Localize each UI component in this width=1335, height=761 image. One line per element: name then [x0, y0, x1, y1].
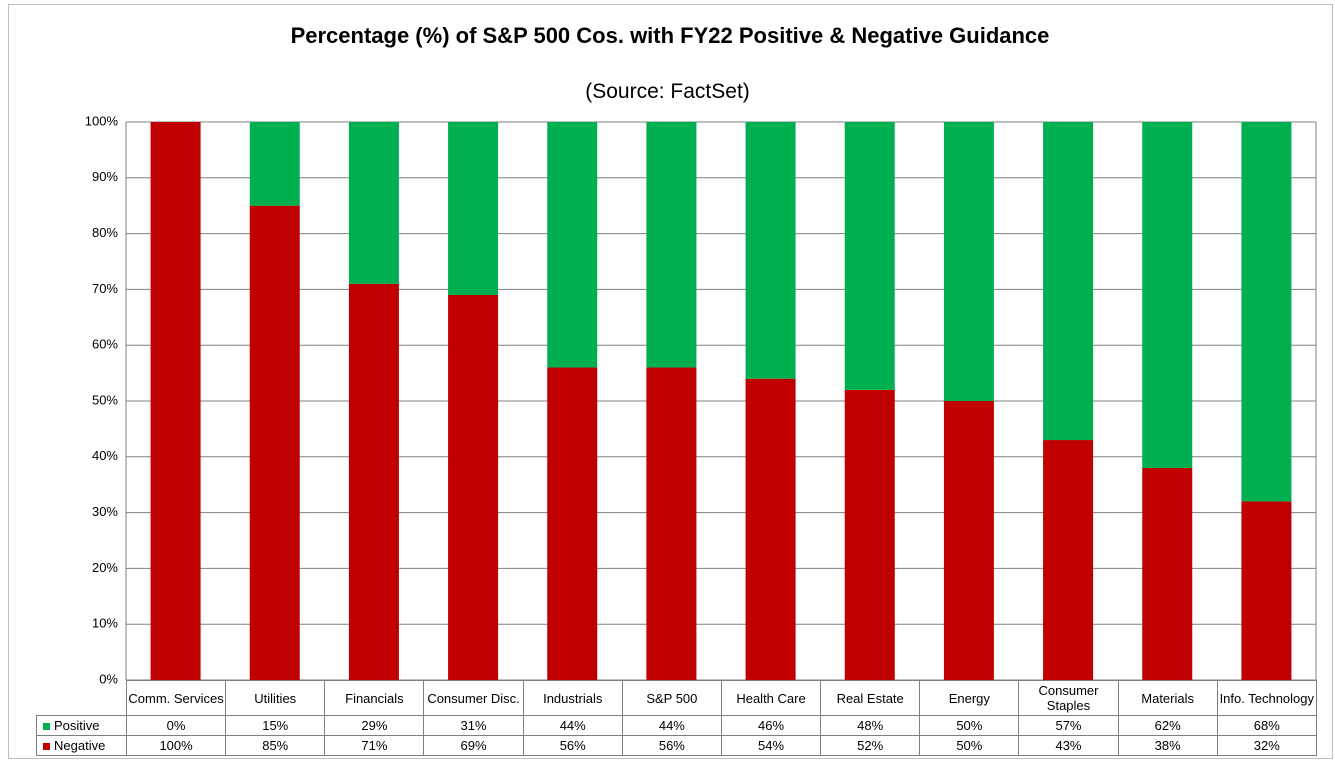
bar-segment: [745, 378, 796, 680]
bar-segment: [547, 367, 598, 680]
bar-segment: [249, 205, 300, 680]
data-label: 0%: [125, 715, 227, 736]
data-table: Comm. Services Utilities Financials Consume…: [36, 680, 1317, 756]
data-label: 44%: [522, 715, 623, 736]
bar-segment: [646, 122, 697, 368]
data-label: 50%: [919, 735, 1020, 756]
x-tick-label: Materials: [1117, 680, 1218, 716]
bar-segment: [646, 367, 697, 680]
data-label: 43%: [1018, 735, 1119, 756]
data-label: 54%: [720, 735, 822, 756]
bar-segment: [1142, 467, 1193, 680]
data-label: 100%: [125, 735, 227, 756]
y-tick-label: 10%: [92, 616, 118, 631]
y-tick-label: 60%: [92, 337, 118, 352]
bar-segment: [1142, 122, 1193, 468]
bar-segment: [1043, 122, 1094, 441]
y-tick-label: 50%: [92, 392, 118, 407]
data-label: 56%: [522, 735, 623, 756]
legend-key: [43, 723, 50, 731]
bar-segment: [943, 401, 994, 680]
table-row: Negative 100% 85% 71% 69% 56% 56% 54% 52% 50% 43% 3…: [36, 735, 1317, 756]
data-label: 31%: [423, 715, 524, 736]
y-tick-label: 80%: [92, 225, 118, 240]
legend-key: [43, 743, 50, 751]
x-tick-label: Health Care: [720, 680, 822, 716]
x-tick-label: S&P 500: [621, 680, 722, 716]
bar-segment: [844, 389, 895, 680]
y-tick-label: 20%: [92, 560, 118, 575]
bar-segment: [150, 122, 201, 680]
data-label: 68%: [1216, 715, 1317, 736]
data-label: 62%: [1117, 715, 1218, 736]
y-tick-label: 90%: [92, 169, 118, 184]
legend-cell: Positive: [36, 715, 127, 736]
data-label: 32%: [1216, 735, 1317, 756]
y-tick-label: 40%: [92, 448, 118, 463]
bar-segment: [1241, 122, 1292, 502]
bar-segment: [943, 122, 994, 401]
legend-cell: Negative: [36, 735, 127, 756]
x-tick-label: Consumer Disc.: [423, 680, 524, 716]
legend-label: Positive: [54, 718, 100, 733]
data-label: 44%: [621, 715, 722, 736]
data-label: 52%: [820, 735, 921, 756]
bar-segment: [448, 294, 499, 680]
data-label: 48%: [820, 715, 921, 736]
bar-segment: [348, 283, 399, 680]
x-tick-label: Utilities: [225, 680, 326, 716]
bar-segment: [448, 122, 499, 295]
x-tick-label: Energy: [919, 680, 1020, 716]
y-tick-label: 30%: [92, 504, 118, 519]
data-label: 29%: [324, 715, 425, 736]
x-tick-label: Real Estate: [820, 680, 921, 716]
bar-segment: [249, 122, 300, 206]
data-label: 57%: [1018, 715, 1119, 736]
x-tick-label: Consumer Staples: [1018, 680, 1119, 716]
chart-title: Percentage (%) of S&P 500 Cos. with FY22…: [290, 23, 1050, 48]
data-label: 50%: [919, 715, 1020, 736]
data-label: 15%: [225, 715, 326, 736]
data-label: 38%: [1117, 735, 1218, 756]
data-label: 69%: [423, 735, 524, 756]
y-tick-label: 100%: [85, 113, 119, 128]
data-label: 71%: [324, 735, 425, 756]
x-tick-label: Comm. Services: [125, 680, 227, 716]
table-header: Comm. Services Utilities Financials Consume…: [36, 680, 1317, 716]
data-label: 56%: [621, 735, 722, 756]
x-tick-label: Info. Technology: [1216, 680, 1317, 716]
data-label: 85%: [225, 735, 326, 756]
bar-segment: [745, 122, 796, 379]
chart-frame: [8, 4, 1333, 759]
table-corner: [36, 680, 127, 716]
x-tick-label: Financials: [324, 680, 425, 716]
y-tick-label: 70%: [92, 281, 118, 296]
bar-segment: [844, 122, 895, 390]
bar-segment: [547, 122, 598, 368]
bar-segment: [1043, 440, 1094, 680]
x-tick-label: Industrials: [522, 680, 623, 716]
table-row: Positive 0% 15% 29% 31% 44% 44% 46% 48% 50% 57% 62%…: [36, 715, 1317, 736]
legend-label: Negative: [54, 738, 106, 753]
data-label: 46%: [720, 715, 822, 736]
bar-segment: [348, 122, 399, 284]
bar-segment: [1241, 501, 1292, 680]
chart-subtitle: (Source: FactSet): [585, 80, 750, 103]
